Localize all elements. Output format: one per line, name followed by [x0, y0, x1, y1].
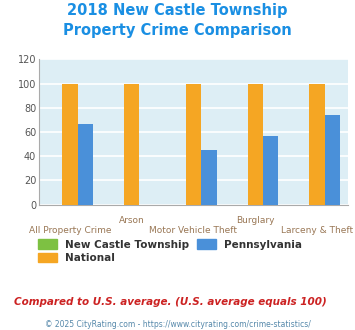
Bar: [62, 83, 78, 205]
Bar: [263, 136, 278, 205]
Bar: [309, 83, 325, 205]
Text: Motor Vehicle Theft: Motor Vehicle Theft: [149, 226, 237, 235]
Legend: New Castle Township, National, Pennsylvania: New Castle Township, National, Pennsylva…: [34, 235, 307, 267]
Bar: [186, 83, 201, 205]
Text: Compared to U.S. average. (U.S. average equals 100): Compared to U.S. average. (U.S. average …: [14, 297, 327, 307]
Bar: [325, 115, 340, 205]
Text: Arson: Arson: [119, 216, 144, 225]
Text: Burglary: Burglary: [236, 216, 274, 225]
Bar: [247, 83, 263, 205]
Bar: [124, 83, 140, 205]
Text: © 2025 CityRating.com - https://www.cityrating.com/crime-statistics/: © 2025 CityRating.com - https://www.city…: [45, 320, 310, 329]
Text: All Property Crime: All Property Crime: [29, 226, 111, 235]
Bar: [78, 123, 93, 205]
Bar: [201, 150, 217, 205]
Text: Property Crime Comparison: Property Crime Comparison: [63, 23, 292, 38]
Text: 2018 New Castle Township: 2018 New Castle Township: [67, 3, 288, 18]
Text: Larceny & Theft: Larceny & Theft: [281, 226, 353, 235]
